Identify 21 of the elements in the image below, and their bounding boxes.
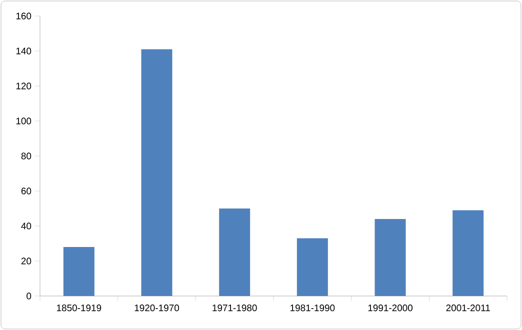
x-tick-label: 1971-1980 — [212, 304, 257, 312]
bar — [374, 219, 406, 296]
y-tick-label: 160 — [16, 12, 32, 20]
y-tick-label: 60 — [21, 188, 32, 194]
bar — [296, 238, 328, 296]
bar — [63, 247, 94, 296]
x-tick-label: 1920-1970 — [134, 304, 179, 312]
bar — [141, 49, 172, 296]
y-tick-label: 40 — [21, 222, 32, 230]
y-tick-label: 20 — [21, 258, 32, 264]
x-tick-label: 2001-2011 — [446, 304, 490, 312]
y-tick-label: 100 — [16, 118, 32, 124]
x-tick-label: 1991-2000 — [368, 304, 412, 312]
bar — [219, 208, 250, 296]
y-tick-label: 140 — [16, 48, 32, 54]
bar — [452, 210, 484, 296]
x-tick-label: 1850-1919 — [57, 304, 102, 312]
y-tick-label: 80 — [21, 152, 32, 160]
x-tick-label: 1981-1990 — [290, 304, 335, 312]
y-tick-label: 120 — [16, 82, 32, 90]
y-tick-label: 0 — [26, 292, 32, 300]
